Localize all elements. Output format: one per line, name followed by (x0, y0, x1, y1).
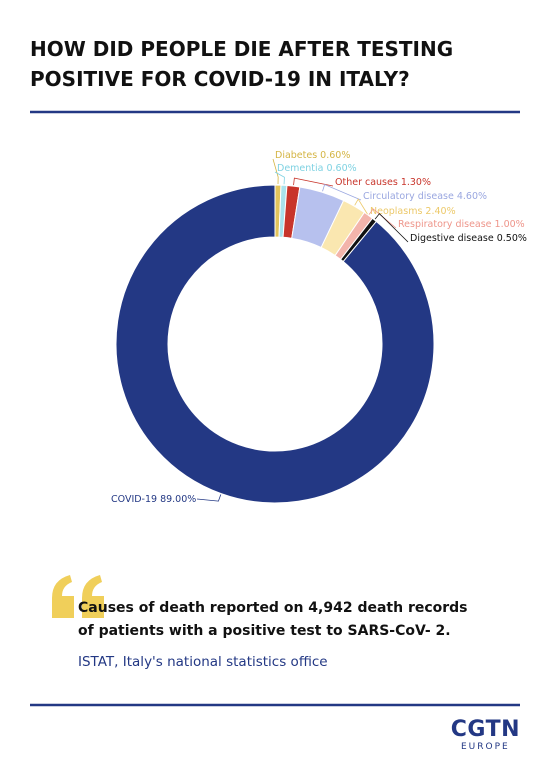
leader-line (374, 213, 409, 243)
slice (115, 184, 435, 504)
data-label: Diabetes 0.60% (275, 150, 350, 161)
data-label: Other causes 1.30% (335, 177, 431, 188)
quote-source: ISTAT, Italy's national statistics offic… (78, 654, 328, 670)
label-name: Digestive disease (410, 233, 494, 244)
label-name: Respiratory disease (398, 219, 492, 230)
leader-line (293, 177, 334, 187)
data-label: Neoplasms 2.40% (370, 206, 456, 217)
data-label: Respiratory disease 1.00% (398, 219, 525, 230)
label-value: 0.60% (326, 163, 356, 174)
label-value: 0.60% (320, 150, 350, 161)
data-label: Circulatory disease 4.60% (363, 191, 487, 202)
label-value: 2.40% (425, 206, 455, 217)
quote-text: Causes of death reported on 4,942 death … (78, 600, 468, 639)
leader-line (354, 198, 369, 216)
data-label: Dementia 0.60% (277, 163, 357, 174)
title-line: POSITIVE FOR COVID-19 IN ITALY? (30, 67, 410, 91)
label-value: 1.00% (495, 219, 525, 230)
label-name: COVID-19 (111, 494, 157, 505)
quote-mark (52, 575, 104, 618)
label-value: 1.30% (401, 177, 431, 188)
title-line: HOW DID PEOPLE DIE AFTER TESTING (30, 37, 454, 61)
logo-sub: EUROPE (461, 742, 510, 752)
label-name: Diabetes (275, 150, 317, 161)
leader-line (272, 158, 279, 185)
label-name: Neoplasms (370, 206, 422, 217)
data-label: COVID-19 89.00% (111, 494, 196, 505)
label-value: 4.60% (457, 191, 487, 202)
logo: CGTN EUROPE (450, 717, 520, 753)
leader-line (196, 494, 222, 502)
data-label: Digestive disease 0.50% (410, 233, 527, 244)
label-name: Other causes (335, 177, 398, 188)
logo-name: CGTN (450, 717, 520, 742)
label-name: Circulatory disease (363, 191, 454, 202)
leader-line (368, 208, 397, 229)
leader-line (322, 183, 362, 201)
label-value: 0.50% (497, 233, 527, 244)
label-name: Dementia (277, 163, 323, 174)
chart-title: HOW DID PEOPLE DIE AFTER TESTING POSITIVE… (30, 34, 453, 94)
leader-line (274, 171, 285, 185)
label-value: 89.00% (160, 494, 196, 505)
